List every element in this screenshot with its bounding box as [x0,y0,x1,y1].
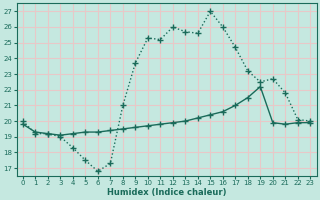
X-axis label: Humidex (Indice chaleur): Humidex (Indice chaleur) [107,188,226,197]
